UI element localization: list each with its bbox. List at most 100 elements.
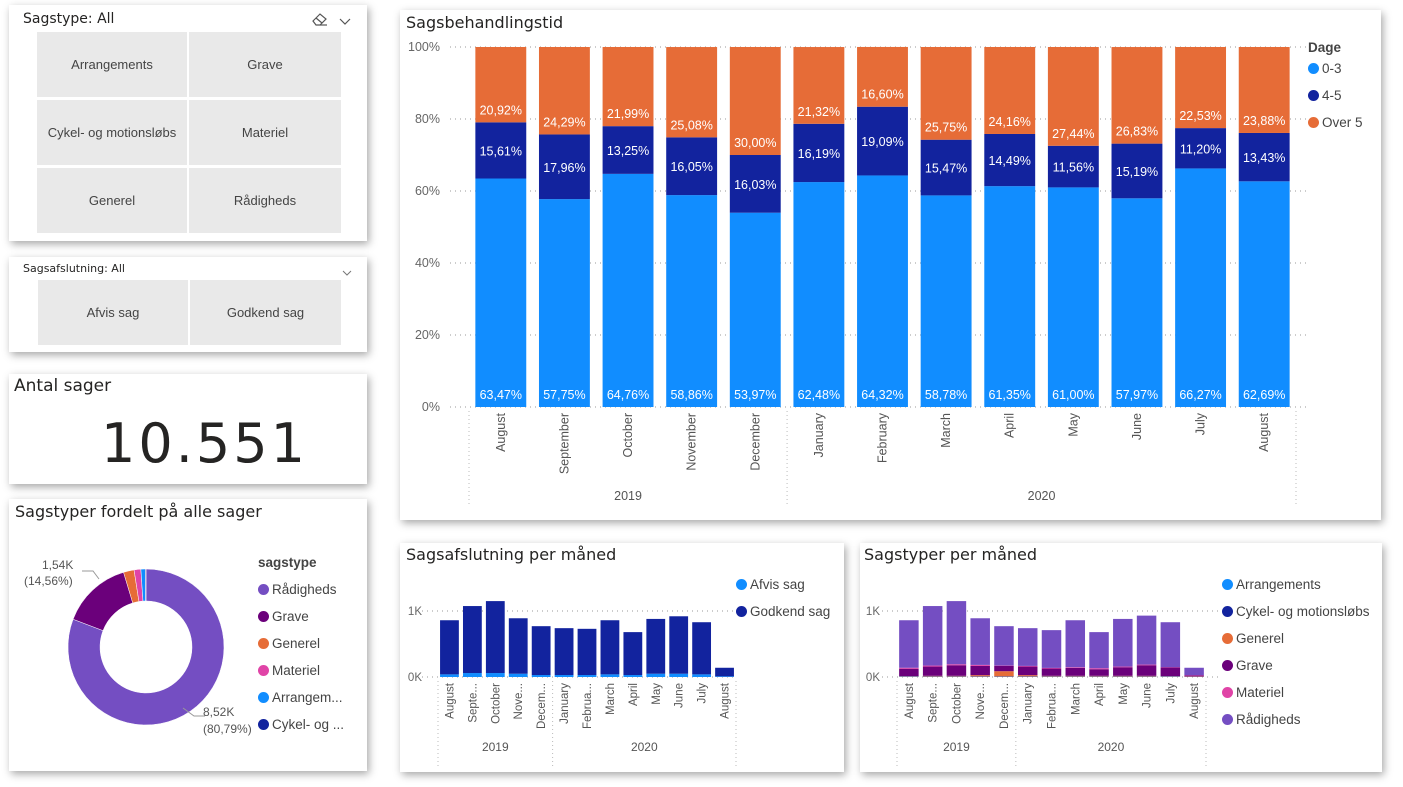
bar-4-5 <box>857 106 908 176</box>
data-label-0-3: 57,97% <box>1116 388 1158 402</box>
y-tick-label: 60% <box>415 184 440 198</box>
bar-r-digheds <box>1113 618 1133 667</box>
legend-dot-icon <box>736 579 747 590</box>
sagsafslutning-chart-title: Sagsafslutning per måned <box>406 545 617 564</box>
bar-generel <box>1065 675 1086 677</box>
bar-grave <box>1065 667 1086 676</box>
x-tick-label: May <box>1118 683 1130 705</box>
data-label-0-3: 63,47% <box>480 388 522 402</box>
donut-slice-grave <box>72 571 134 631</box>
legend-item-0-3[interactable]: 0-3 <box>1308 55 1363 82</box>
x-tick-label: October <box>490 683 502 724</box>
bar-afvis-sag <box>646 673 666 677</box>
x-tick-label: March <box>1070 683 1082 715</box>
slicer-option-arrangements[interactable]: Arrangements <box>37 32 187 97</box>
bar-0-3 <box>538 199 590 407</box>
x-tick-label: October <box>621 413 635 457</box>
x-tick-label: Nove... <box>975 683 987 719</box>
legend-item-arrangements[interactable]: Arrangements <box>1222 571 1370 598</box>
bar-grave <box>1017 666 1038 676</box>
legend-item-cykel[interactable]: Cykel- og ... <box>258 711 344 738</box>
x-tick-label: March <box>939 413 953 448</box>
data-label-0-3: 64,32% <box>861 388 903 402</box>
legend-item-arrangements[interactable]: Arrangem... <box>258 684 344 711</box>
data-label-0-3: 62,69% <box>1243 388 1285 402</box>
slicer-option-materiel[interactable]: Materiel <box>189 100 341 165</box>
legend-dot-icon <box>258 584 269 595</box>
slicer-option-raadigheds[interactable]: Rådigheds <box>189 168 341 233</box>
legend-dot-icon <box>1222 660 1233 671</box>
bar-0-3 <box>793 182 845 407</box>
bar-materiel <box>1065 667 1086 668</box>
slicer-option-afvis-sag[interactable]: Afvis sag <box>38 280 188 345</box>
slicer-option-generel[interactable]: Generel <box>37 168 187 233</box>
data-label-over-5: 26,83% <box>1116 125 1158 139</box>
bar-r-digheds <box>922 606 943 666</box>
bar-r-digheds <box>1136 615 1157 665</box>
bar-generel <box>994 671 1014 677</box>
donut-label-grave-pct: (14,56%) <box>24 574 73 588</box>
bar-grave <box>946 665 967 676</box>
donut-label-raadigheds-value: 8,52K <box>203 705 234 719</box>
legend-item-4-5[interactable]: 4-5 <box>1308 82 1363 109</box>
sagsafslutning-chart: 0K 1K August Septe... October Nove... Decem...… <box>408 601 737 768</box>
legend-dot-icon <box>258 719 269 730</box>
legend-item-cykel[interactable]: Cykel- og motionsløbs <box>1222 598 1370 625</box>
y-tick-label: 0K <box>408 672 422 684</box>
y-tick-label: 40% <box>415 256 440 270</box>
data-label-over-5: 25,75% <box>925 121 967 135</box>
legend-dot-icon <box>258 665 269 676</box>
legend-item-raadigheds[interactable]: Rådigheds <box>258 576 344 603</box>
legend-item-afvis-sag[interactable]: Afvis sag <box>736 571 830 598</box>
legend-item-raadigheds[interactable]: Rådigheds <box>1222 706 1370 733</box>
x-tick-label: Februa... <box>582 683 594 729</box>
legend-item-generel[interactable]: Generel <box>1222 625 1370 652</box>
legend-item-grave[interactable]: Grave <box>258 603 344 630</box>
x-tick-label: May <box>1066 412 1080 436</box>
bar-materiel <box>1041 667 1062 669</box>
data-label-0-3: 64,76% <box>607 388 649 402</box>
legend-item-grave[interactable]: Grave <box>1222 652 1370 679</box>
x-tick-label: July <box>1194 412 1208 435</box>
x-tick-label: April <box>1003 413 1017 438</box>
donut-legend-title: sagstype <box>258 555 317 570</box>
bar-godkend-sag <box>600 620 620 675</box>
x-tick-label: Nove... <box>513 683 525 719</box>
bar-grave <box>1184 675 1204 677</box>
eraser-icon[interactable] <box>311 11 329 27</box>
legend-item-godkend-sag[interactable]: Godkend sag <box>736 598 830 625</box>
bar-0-3 <box>1238 181 1290 407</box>
bar-materiel <box>1089 668 1109 670</box>
legend-item-generel[interactable]: Generel <box>258 630 344 657</box>
donut-legend: sagstype Rådigheds Grave Generel Materie… <box>258 555 344 738</box>
bar-0-3 <box>920 195 972 407</box>
bar-afvis-sag <box>531 675 551 677</box>
bar-generel <box>922 675 943 677</box>
bar-generel <box>1136 675 1157 677</box>
x-tick-label: August <box>904 682 916 719</box>
slicer-option-cykel[interactable]: Cykel- og motionsløbs <box>37 100 187 165</box>
donut-label-grave-value: 1,54K <box>42 558 73 572</box>
chevron-down-icon[interactable] <box>341 263 353 276</box>
year-label: 2020 <box>1028 489 1056 503</box>
x-tick-label: October <box>951 683 963 724</box>
donut-card: Sagstyper fordelt på alle sager 1,54K (1… <box>9 499 367 771</box>
bar-generel <box>970 675 990 677</box>
data-label-4-5: 15,19% <box>1116 165 1158 179</box>
slicer-option-godkend-sag[interactable]: Godkend sag <box>190 280 341 345</box>
data-label-4-5: 17,96% <box>543 161 585 175</box>
legend-item-materiel[interactable]: Materiel <box>258 657 344 684</box>
legend-dot-icon <box>1222 687 1233 698</box>
legend-item-over-5[interactable]: Over 5 <box>1308 109 1363 136</box>
chevron-down-icon[interactable] <box>338 13 352 25</box>
dage-legend: Dage 0-3 4-5 Over 5 <box>1308 40 1363 136</box>
sagsafslutning-legend: Afvis sag Godkend sag <box>736 571 830 625</box>
legend-item-materiel[interactable]: Materiel <box>1222 679 1370 706</box>
bar-grave <box>1113 667 1133 676</box>
bar-0-3 <box>602 173 654 407</box>
x-tick-label: Februa... <box>1047 683 1059 729</box>
legend-dot-icon <box>258 638 269 649</box>
slicer-option-grave[interactable]: Grave <box>189 32 341 97</box>
bar-materiel <box>922 665 943 667</box>
bar-4-5 <box>1111 143 1163 199</box>
